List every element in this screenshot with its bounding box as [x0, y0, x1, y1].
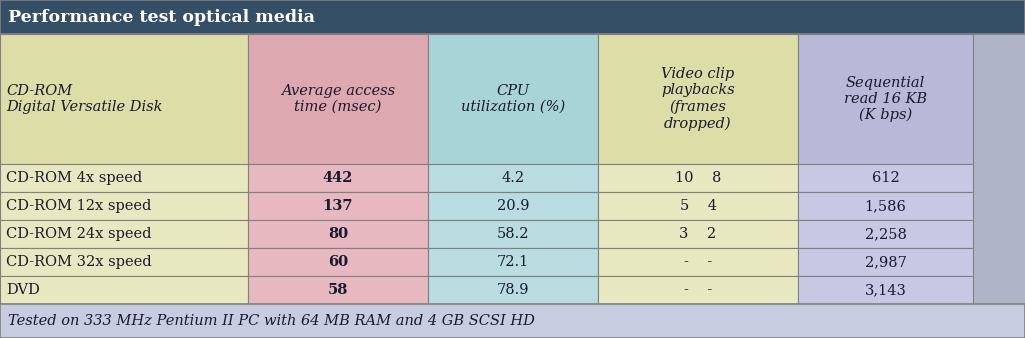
Bar	[0, 192, 248, 220]
Text: 4.2: 4.2	[501, 171, 525, 185]
Text: 442: 442	[323, 171, 354, 185]
Text: 5    4: 5 4	[680, 199, 716, 213]
Text: 137: 137	[323, 199, 354, 213]
Text: Sequential
read 16 KB
(K bps): Sequential read 16 KB (K bps)	[844, 76, 927, 122]
Bar	[248, 34, 428, 164]
Text: 60: 60	[328, 255, 348, 269]
Text: CPU
utilization (%): CPU utilization (%)	[461, 84, 565, 114]
Text: CD-ROM 4x speed: CD-ROM 4x speed	[6, 171, 142, 185]
Bar	[248, 220, 428, 248]
Text: 3,143: 3,143	[864, 283, 906, 297]
Text: DVD: DVD	[6, 283, 40, 297]
Bar	[798, 220, 973, 248]
Text: 20.9: 20.9	[497, 199, 529, 213]
Bar	[0, 164, 248, 192]
Bar	[248, 276, 428, 304]
Bar	[0, 34, 248, 164]
Bar	[798, 248, 973, 276]
Text: -    -: - -	[684, 255, 712, 269]
Bar	[598, 192, 798, 220]
Bar	[0, 0, 1025, 34]
Text: CD-ROM 24x speed: CD-ROM 24x speed	[6, 227, 152, 241]
Text: 2,258: 2,258	[864, 227, 906, 241]
Text: CD-ROM 12x speed: CD-ROM 12x speed	[6, 199, 152, 213]
Bar	[798, 34, 973, 164]
Text: 2,987: 2,987	[864, 255, 906, 269]
Text: 612: 612	[871, 171, 899, 185]
Text: 58.2: 58.2	[497, 227, 529, 241]
Bar	[248, 192, 428, 220]
Text: Performance test optical media: Performance test optical media	[8, 8, 315, 25]
Text: CD-ROM 32x speed: CD-ROM 32x speed	[6, 255, 152, 269]
Bar	[0, 248, 248, 276]
Text: 58: 58	[328, 283, 348, 297]
Text: 80: 80	[328, 227, 348, 241]
Text: 1,586: 1,586	[864, 199, 906, 213]
Bar	[798, 192, 973, 220]
Text: -    -: - -	[684, 283, 712, 297]
Text: 72.1: 72.1	[497, 255, 529, 269]
Bar	[0, 304, 1025, 338]
Bar	[428, 220, 598, 248]
Text: Video clip
playbacks
(frames
dropped): Video clip playbacks (frames dropped)	[661, 67, 735, 131]
Text: 3    2: 3 2	[680, 227, 716, 241]
Bar	[598, 220, 798, 248]
Bar	[248, 164, 428, 192]
Bar	[598, 276, 798, 304]
Bar	[428, 34, 598, 164]
Bar	[598, 164, 798, 192]
Bar	[428, 192, 598, 220]
Text: CD-ROM
Digital Versatile Disk: CD-ROM Digital Versatile Disk	[6, 84, 163, 114]
Bar	[598, 34, 798, 164]
Bar	[428, 276, 598, 304]
Bar	[798, 164, 973, 192]
Bar	[0, 220, 248, 248]
Text: Tested on 333 MHz Pentium II PC with 64 MB RAM and 4 GB SCSI HD: Tested on 333 MHz Pentium II PC with 64 …	[8, 314, 535, 328]
Bar	[598, 248, 798, 276]
Text: 78.9: 78.9	[497, 283, 529, 297]
Bar	[428, 248, 598, 276]
Bar	[428, 164, 598, 192]
Bar	[798, 276, 973, 304]
Text: 10    8: 10 8	[674, 171, 722, 185]
Bar	[0, 276, 248, 304]
Text: Average access
time (msec): Average access time (msec)	[281, 84, 395, 114]
Bar	[248, 248, 428, 276]
